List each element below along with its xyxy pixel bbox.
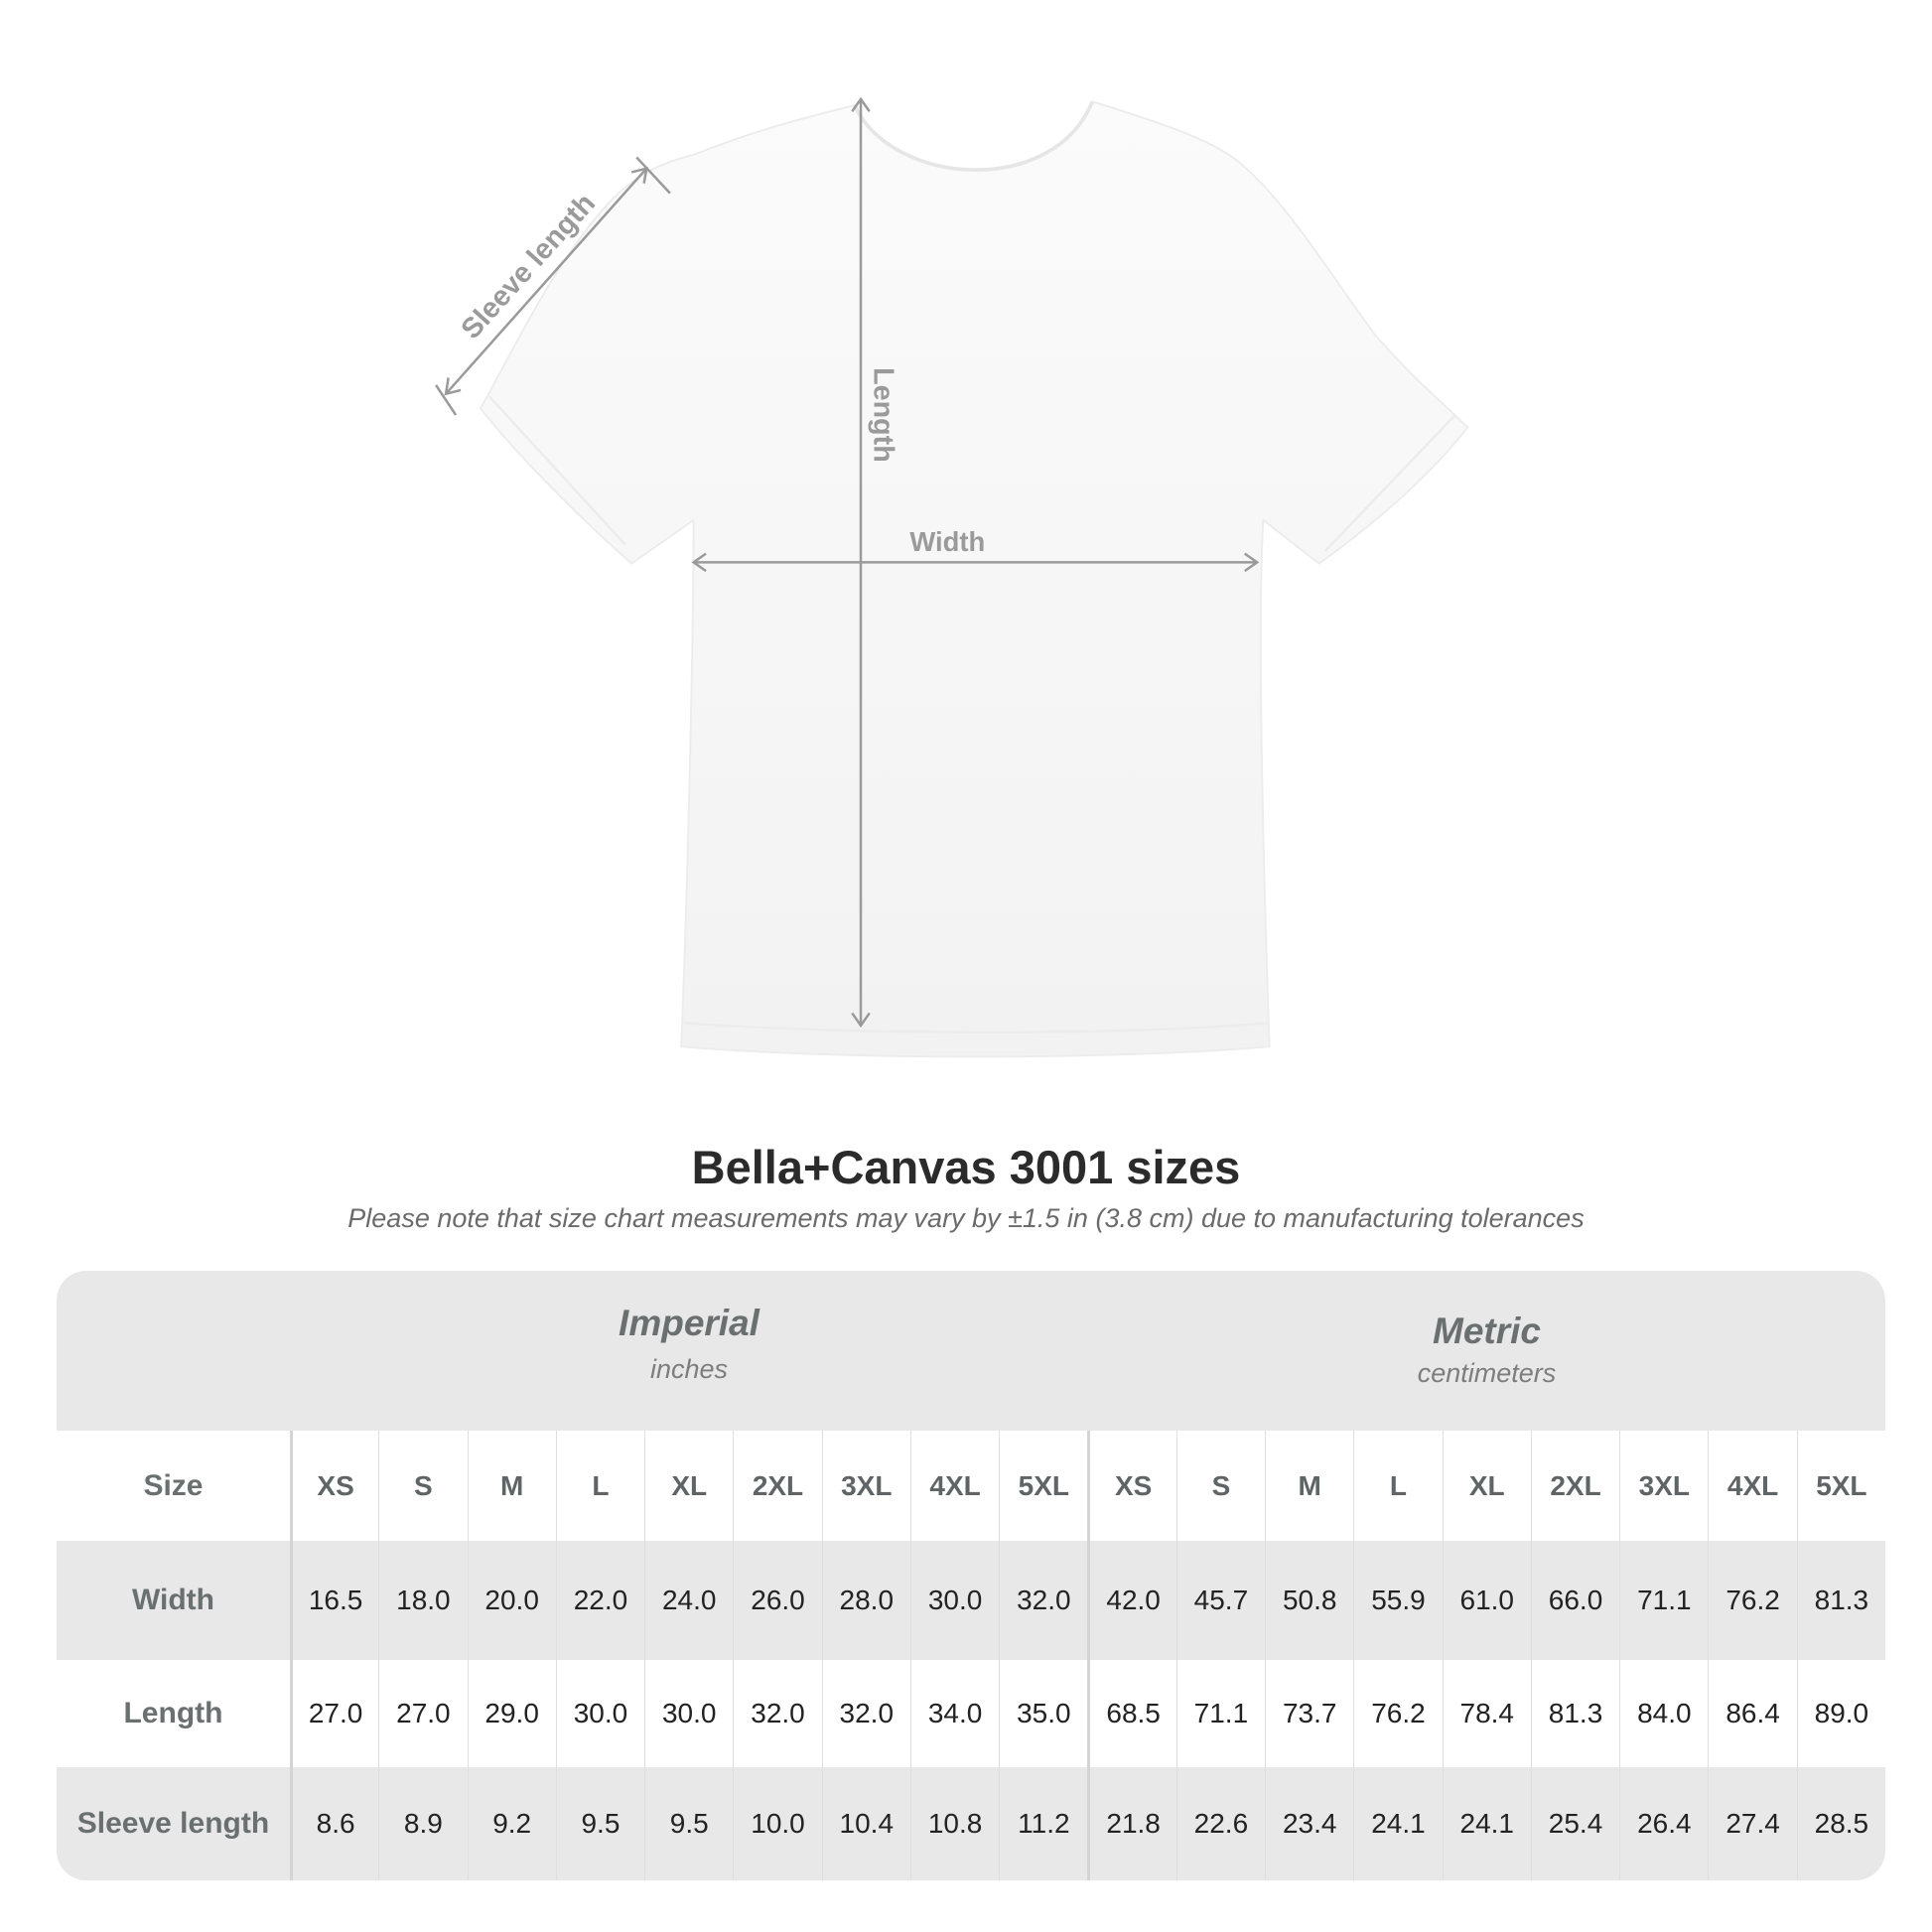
imperial-value-cell: 28.0	[821, 1541, 910, 1660]
metric-value-cell: 84.0	[1619, 1660, 1708, 1767]
metric-value-cell: 71.1	[1619, 1541, 1708, 1660]
imperial-value-cell: 10.8	[909, 1767, 999, 1880]
metric-value-cell: 86.4	[1708, 1660, 1796, 1767]
size-header-row: Size XS S M L XL 2XL 3XL 4XL 5XL XS S M L XL 2XL 3XL 4XL 5…	[57, 1431, 1885, 1541]
metric-size-l: L	[1353, 1431, 1442, 1541]
imperial-value-cell: 30.0	[909, 1541, 999, 1660]
imperial-size-2xl: 2XL	[733, 1431, 821, 1541]
metric-value-cell: 28.5	[1796, 1767, 1885, 1880]
page-title: Bella+Canvas 3001 sizes	[691, 1141, 1241, 1193]
imperial-value-cell: 10.0	[733, 1767, 821, 1880]
imperial-value-cell: 27.0	[378, 1660, 467, 1767]
metric-value-cell: 78.4	[1442, 1660, 1531, 1767]
imperial-value-cell: 34.0	[909, 1660, 999, 1767]
imperial-size-l: L	[555, 1431, 644, 1541]
metric-value-cell: 26.4	[1619, 1767, 1708, 1880]
imperial-value-cell: 11.2	[999, 1767, 1087, 1880]
imperial-value-cell: 8.9	[378, 1767, 467, 1880]
metric-value-cell: 81.3	[1796, 1541, 1885, 1660]
imperial-value-cell: 32.0	[999, 1541, 1087, 1660]
imperial-unit: inches	[649, 1354, 729, 1384]
metric-value-cell: 27.4	[1708, 1767, 1796, 1880]
length-label: Length	[868, 367, 899, 463]
imperial-value-cell: 20.0	[467, 1541, 556, 1660]
imperial-value-cell: 10.4	[821, 1767, 910, 1880]
metric-size-2xl: 2XL	[1530, 1431, 1619, 1541]
metric-value-cell: 76.2	[1708, 1541, 1796, 1660]
table-row-width: Width 16.5 18.0 20.0 22.0 24.0 26.0 28.0 30.0 32.…	[57, 1541, 1885, 1660]
imperial-size-xs: XS	[289, 1431, 378, 1541]
imperial-size-3xl: 3XL	[821, 1431, 910, 1541]
width-label: Width	[909, 526, 985, 557]
metric-value-cell: 76.2	[1353, 1660, 1442, 1767]
imperial-value-cell: 32.0	[821, 1660, 910, 1767]
metric-size-5xl: 5XL	[1796, 1431, 1885, 1541]
imperial-heading: Imperial	[619, 1303, 759, 1343]
metric-size-s: S	[1175, 1431, 1265, 1541]
metric-value-cell: 45.7	[1175, 1541, 1265, 1660]
imperial-value-cell: 9.2	[467, 1767, 556, 1880]
imperial-value-cell: 24.0	[644, 1541, 733, 1660]
tshirt-diagram: Sleeve length Length Width	[435, 96, 1469, 1058]
imperial-value-cell: 27.0	[289, 1660, 378, 1767]
metric-heading: Metric	[1433, 1311, 1541, 1351]
metric-unit: centimeters	[1417, 1358, 1557, 1388]
imperial-header: Imperial inches	[290, 1271, 1088, 1462]
metric-value-cell: 21.8	[1087, 1767, 1175, 1880]
row-label: Width	[131, 1584, 214, 1616]
row-label: Length	[123, 1697, 223, 1729]
metric-value-cell: 24.1	[1353, 1767, 1442, 1880]
imperial-value-cell: 18.0	[378, 1541, 467, 1660]
metric-value-cell: 42.0	[1087, 1541, 1175, 1660]
metric-value-cell: 22.6	[1175, 1767, 1265, 1880]
metric-header: Metric centimeters	[1088, 1271, 1885, 1470]
row-label: Sleeve length	[76, 1807, 270, 1840]
metric-size-xl: XL	[1442, 1431, 1531, 1541]
metric-value-cell: 68.5	[1087, 1660, 1175, 1767]
metric-value-cell: 89.0	[1796, 1660, 1885, 1767]
size-chart-table: Imperial inches Metric centimeters Size X…	[57, 1271, 1885, 1880]
imperial-value-cell: 29.0	[467, 1660, 556, 1767]
metric-size-xs: XS	[1087, 1431, 1175, 1541]
metric-value-cell: 50.8	[1265, 1541, 1353, 1660]
imperial-value-cell: 35.0	[999, 1660, 1087, 1767]
imperial-value-cell: 32.0	[733, 1660, 821, 1767]
imperial-size-5xl: 5XL	[999, 1431, 1087, 1541]
imperial-value-cell: 9.5	[644, 1767, 733, 1880]
imperial-value-cell: 16.5	[289, 1541, 378, 1660]
imperial-size-4xl: 4XL	[909, 1431, 999, 1541]
metric-value-cell: 24.1	[1442, 1767, 1531, 1880]
metric-value-cell: 81.3	[1530, 1660, 1619, 1767]
table-row-sleeve-length: Sleeve length 8.6 8.9 9.2 9.5 9.5 10.0 10.4 10.8…	[57, 1767, 1885, 1880]
imperial-size-m: M	[467, 1431, 556, 1541]
imperial-value-cell: 30.0	[644, 1660, 733, 1767]
imperial-value-cell: 30.0	[555, 1660, 644, 1767]
metric-size-4xl: 4XL	[1708, 1431, 1796, 1541]
tshirt-image	[479, 100, 1469, 1058]
imperial-value-cell: 26.0	[733, 1541, 821, 1660]
metric-value-cell: 73.7	[1265, 1660, 1353, 1767]
metric-value-cell: 66.0	[1530, 1541, 1619, 1660]
metric-value-cell: 61.0	[1442, 1541, 1531, 1660]
tolerance-note: Please note that size chart measurements…	[347, 1203, 1585, 1233]
metric-size-m: M	[1265, 1431, 1353, 1541]
imperial-size-s: S	[378, 1431, 467, 1541]
imperial-value-cell: 22.0	[555, 1541, 644, 1660]
imperial-value-cell: 8.6	[289, 1767, 378, 1880]
imperial-value-cell: 9.5	[555, 1767, 644, 1880]
metric-value-cell: 23.4	[1265, 1767, 1353, 1880]
metric-value-cell: 71.1	[1175, 1660, 1265, 1767]
metric-value-cell: 25.4	[1530, 1767, 1619, 1880]
metric-value-cell: 55.9	[1353, 1541, 1442, 1660]
metric-size-3xl: 3XL	[1619, 1431, 1708, 1541]
measurement-arrows	[435, 96, 1260, 1029]
size-header-label: Size	[143, 1468, 204, 1502]
imperial-size-xl: XL	[644, 1431, 733, 1541]
table-row-length: Length 27.0 27.0 29.0 30.0 30.0 32.0 32.0 34.0 35…	[57, 1660, 1885, 1767]
